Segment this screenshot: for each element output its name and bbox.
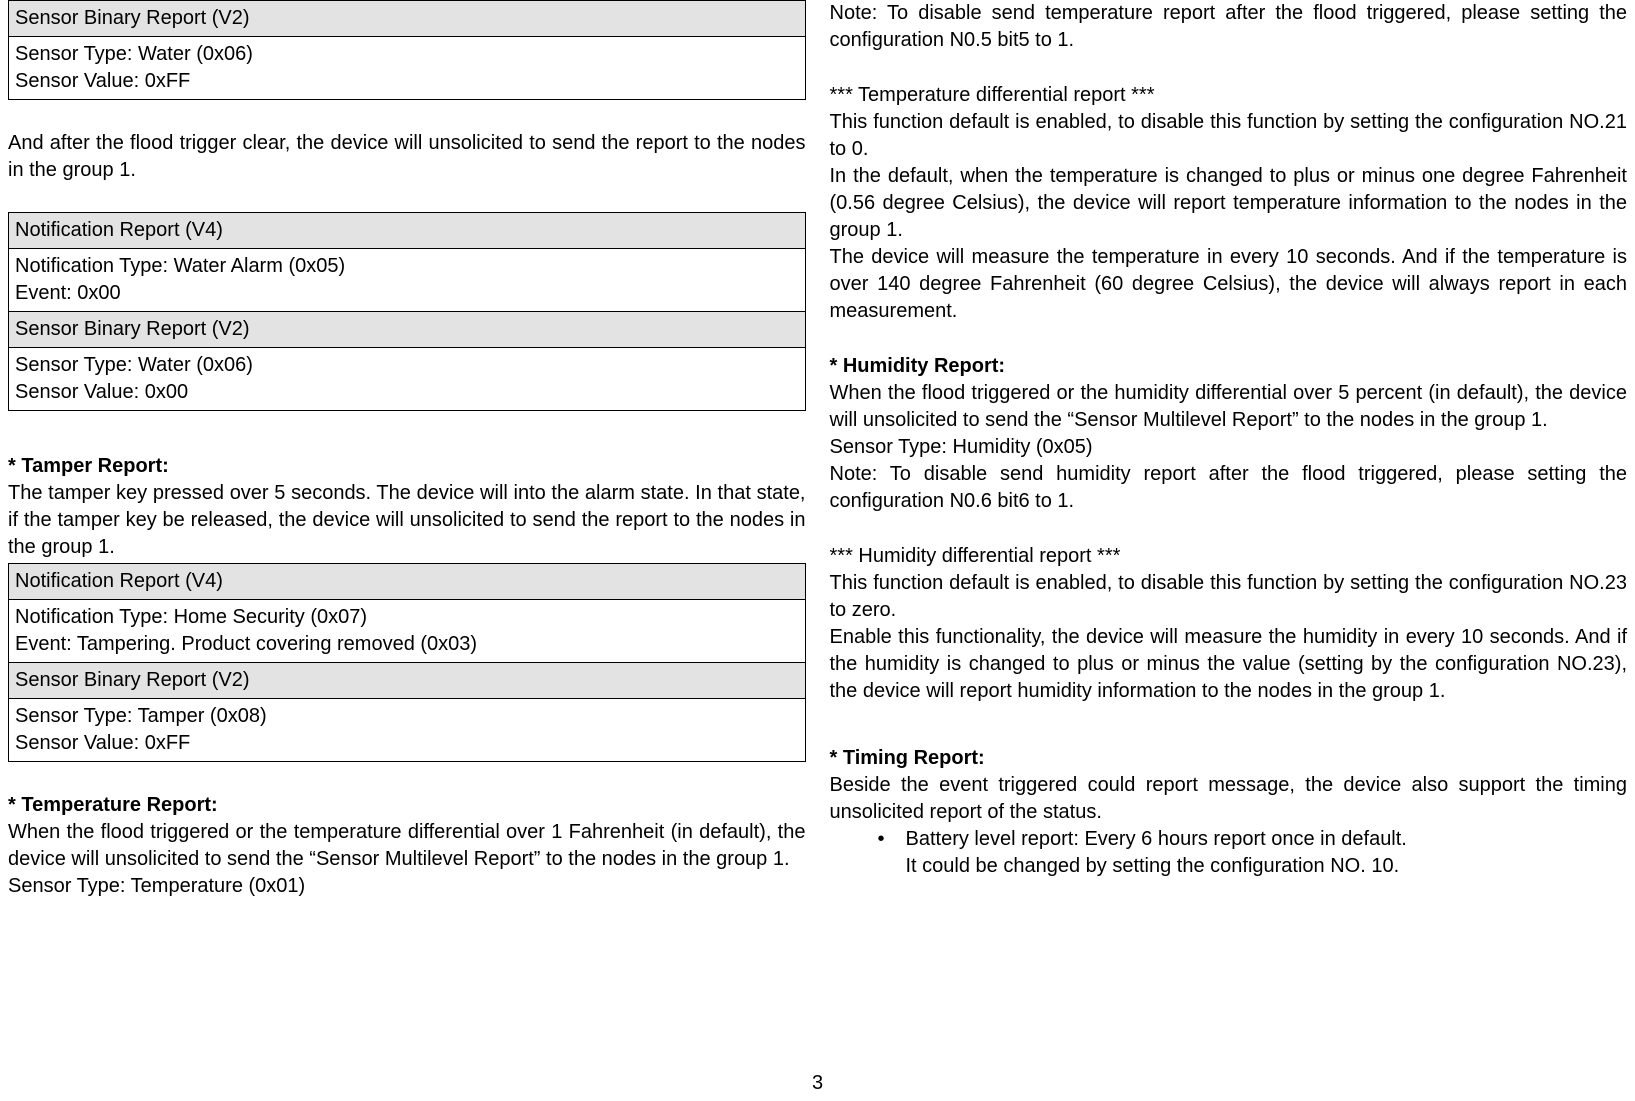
paragraph: Enable this functionality, the device wi…	[830, 624, 1628, 705]
section-title-humidity: * Humidity Report:	[830, 353, 1628, 380]
section-title-temperature: * Temperature Report:	[8, 792, 806, 819]
subsection-title: *** Humidity differential report ***	[830, 543, 1628, 570]
paragraph: Note: To disable send humidity report af…	[830, 461, 1628, 515]
table-cell: Sensor Type: Tamper (0x08)Sensor Value: …	[9, 699, 806, 762]
list-item-continuation: It could be changed by setting the confi…	[830, 853, 1628, 880]
notification-table-2: Notification Report (V4) Notification Ty…	[8, 563, 806, 762]
table-cell: Notification Report (V4)	[9, 564, 806, 600]
table-cell: Sensor Binary Report (V2)	[9, 663, 806, 699]
table-cell: Sensor Binary Report (V2)	[9, 312, 806, 348]
paragraph: Beside the event triggered could report …	[830, 772, 1628, 826]
paragraph: Sensor Type: Humidity (0x05)	[830, 434, 1628, 461]
subsection-title: *** Temperature differential report ***	[830, 82, 1628, 109]
paragraph: The tamper key pressed over 5 seconds. T…	[8, 480, 806, 561]
table-cell: Sensor Binary Report (V2)	[9, 1, 806, 37]
paragraph: In the default, when the temperature is …	[830, 163, 1628, 244]
table-cell: Notification Type: Home Security (0x07)E…	[9, 600, 806, 663]
paragraph: When the flood triggered or the humidity…	[830, 380, 1628, 434]
page-number: 3	[0, 1072, 1635, 1095]
table-cell: Sensor Type: Water (0x06)Sensor Value: 0…	[9, 348, 806, 411]
paragraph: Sensor Type: Temperature (0x01)	[8, 873, 806, 900]
paragraph: The device will measure the temperature …	[830, 244, 1628, 325]
paragraph: When the flood triggered or the temperat…	[8, 819, 806, 873]
paragraph: This function default is enabled, to dis…	[830, 570, 1628, 624]
list-item: • Battery level report: Every 6 hours re…	[830, 826, 1628, 853]
paragraph: And after the flood trigger clear, the d…	[8, 130, 806, 184]
table-cell: Notification Report (V4)	[9, 213, 806, 249]
paragraph: This function default is enabled, to dis…	[830, 109, 1628, 163]
list-item-text: Battery level report: Every 6 hours repo…	[906, 826, 1407, 853]
paragraph: Note: To disable send temperature report…	[830, 0, 1628, 54]
bullet-icon: •	[878, 826, 906, 853]
table-cell: Sensor Type: Water (0x06)Sensor Value: 0…	[9, 37, 806, 100]
section-title-timing: * Timing Report:	[830, 745, 1628, 772]
notification-table-1: Notification Report (V4) Notification Ty…	[8, 212, 806, 411]
sensor-binary-table-1: Sensor Binary Report (V2) Sensor Type: W…	[8, 0, 806, 100]
table-cell: Notification Type: Water Alarm (0x05)Eve…	[9, 249, 806, 312]
section-title-tamper: * Tamper Report:	[8, 453, 806, 480]
